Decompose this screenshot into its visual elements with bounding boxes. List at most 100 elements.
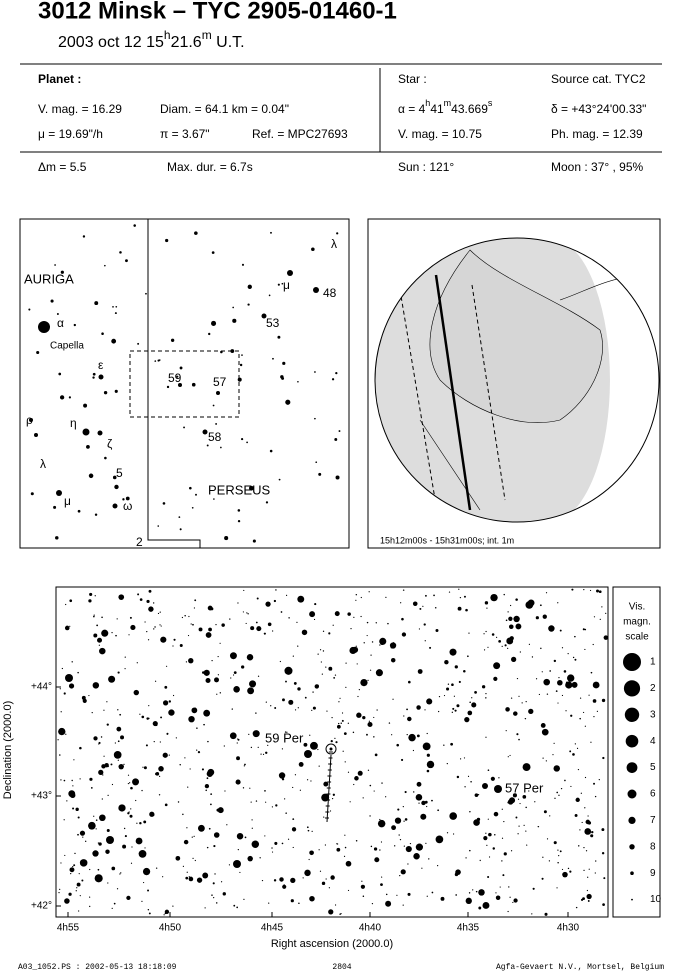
star xyxy=(483,836,488,841)
star xyxy=(159,775,161,777)
star xyxy=(268,902,270,904)
star xyxy=(431,891,434,894)
star xyxy=(288,617,290,619)
star xyxy=(273,879,277,882)
star xyxy=(242,611,244,613)
star xyxy=(507,910,509,913)
star xyxy=(397,808,400,811)
star xyxy=(285,399,291,405)
star xyxy=(452,833,455,835)
star xyxy=(549,670,551,672)
star xyxy=(412,601,418,607)
legend-dot xyxy=(630,871,634,875)
star xyxy=(77,509,81,513)
star xyxy=(241,354,243,356)
star xyxy=(508,624,514,630)
star xyxy=(112,475,117,480)
star xyxy=(538,693,541,696)
star xyxy=(250,801,252,803)
star xyxy=(340,722,342,724)
star xyxy=(281,376,285,380)
star xyxy=(198,627,203,632)
star xyxy=(416,705,421,710)
star xyxy=(379,644,381,646)
star xyxy=(71,661,73,663)
star xyxy=(304,869,311,877)
legend-dot xyxy=(628,816,636,825)
star xyxy=(443,694,446,697)
star xyxy=(196,877,203,883)
star xyxy=(464,786,466,788)
star xyxy=(123,763,125,765)
star xyxy=(277,283,280,286)
star xyxy=(272,357,274,360)
star xyxy=(362,895,365,898)
star xyxy=(163,914,165,916)
star xyxy=(297,645,299,647)
star xyxy=(188,715,195,723)
star xyxy=(202,872,209,879)
legend-label: 5 xyxy=(650,762,656,773)
star xyxy=(116,888,119,890)
star xyxy=(510,697,513,699)
star xyxy=(353,616,355,618)
star xyxy=(208,332,211,336)
star xyxy=(451,683,454,687)
star xyxy=(89,905,91,908)
star xyxy=(210,803,212,806)
star xyxy=(437,809,440,812)
star xyxy=(63,819,65,821)
star xyxy=(265,751,268,754)
star xyxy=(113,751,122,759)
star xyxy=(519,651,522,653)
star xyxy=(285,594,288,596)
star xyxy=(265,801,267,803)
star xyxy=(286,731,288,733)
star xyxy=(513,711,518,716)
star xyxy=(458,680,461,684)
star xyxy=(590,741,592,743)
star xyxy=(191,707,198,714)
star xyxy=(165,665,168,667)
star xyxy=(100,736,103,738)
star xyxy=(114,484,119,490)
star xyxy=(425,842,427,845)
star xyxy=(424,640,426,642)
label: Ph. mag. = 12.39 xyxy=(551,127,643,141)
star xyxy=(146,631,148,633)
star xyxy=(210,607,214,611)
star xyxy=(355,599,357,601)
label: Moon : 37° , 95% xyxy=(551,160,644,174)
star xyxy=(259,857,261,859)
star xyxy=(128,634,130,636)
legend-dot xyxy=(627,789,637,799)
star xyxy=(243,898,245,900)
star xyxy=(324,844,327,846)
finder-label: λ xyxy=(331,237,337,251)
star xyxy=(188,876,194,882)
star xyxy=(285,680,287,683)
star xyxy=(370,845,373,848)
star xyxy=(237,377,242,382)
star xyxy=(237,509,241,512)
star xyxy=(434,607,437,609)
star xyxy=(79,746,82,750)
star xyxy=(158,794,161,796)
star xyxy=(309,895,315,902)
star xyxy=(367,721,373,728)
star xyxy=(181,616,184,619)
star xyxy=(593,716,595,718)
star xyxy=(598,590,602,594)
star xyxy=(507,611,509,613)
star xyxy=(360,884,366,889)
star xyxy=(373,847,378,851)
star xyxy=(59,688,61,690)
star xyxy=(239,871,241,874)
star xyxy=(205,678,211,684)
star xyxy=(446,832,449,834)
star xyxy=(196,749,198,751)
star xyxy=(467,775,470,777)
legend-dot xyxy=(629,844,635,850)
star xyxy=(117,671,120,674)
star xyxy=(388,722,391,724)
